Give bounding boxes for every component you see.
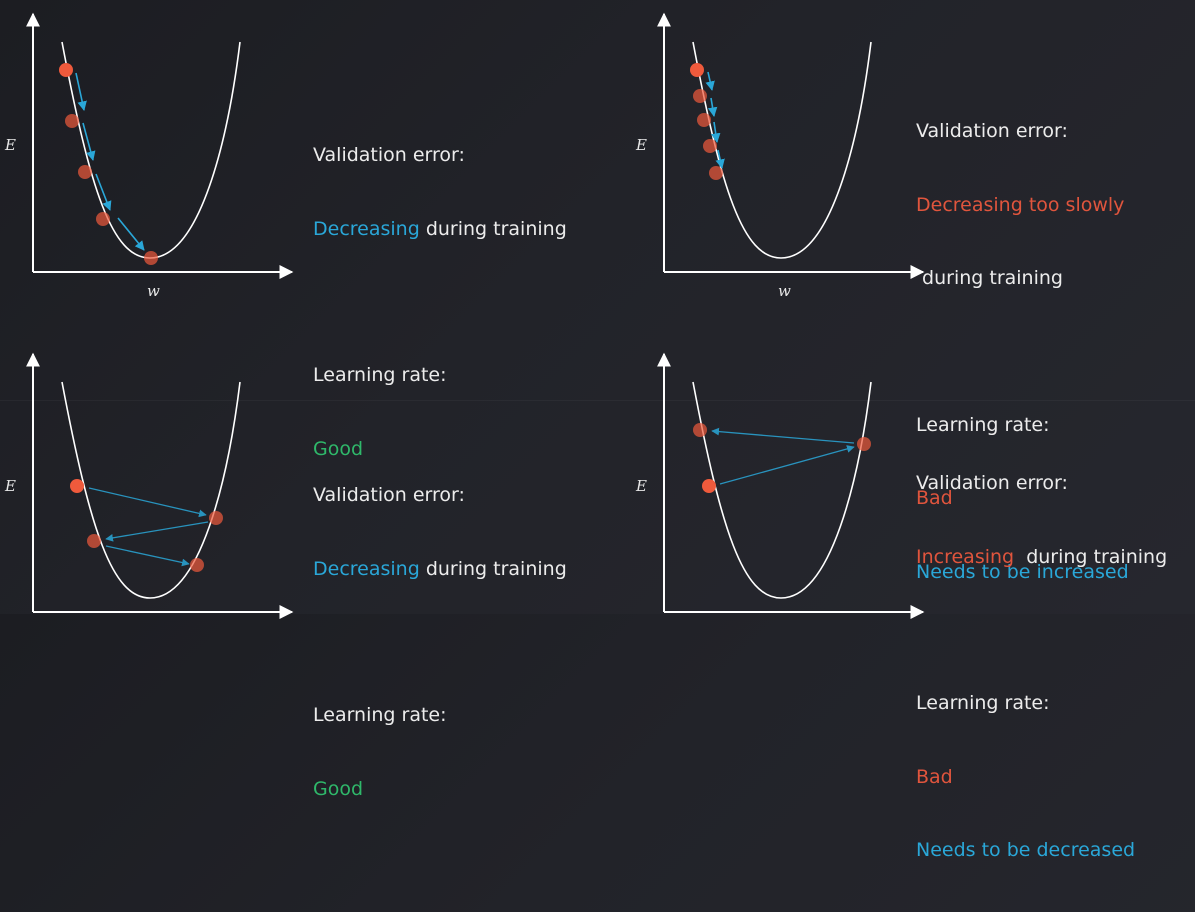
validation-line: Decreasing during training [313,557,567,582]
point [690,63,704,77]
point [96,212,110,226]
row-divider [0,400,1195,401]
point [65,114,79,128]
x-axis-label: w [147,282,160,300]
error-curve [692,41,872,259]
error-curve [61,41,241,259]
learning-heading: Learning rate: [313,704,447,726]
point [87,534,101,548]
loss-curve-diagram [26,352,294,619]
point [702,479,716,493]
weight-points [70,479,223,572]
weight-points [693,423,871,493]
validation-line: Decreasing during training [313,217,567,242]
point [697,113,711,127]
validation-status: Decreasing [313,217,420,240]
y-axis-label: E [636,136,647,154]
learning-rate-verdict: Good [313,437,364,460]
learning-rate-verdict: Bad [916,487,953,509]
gradient-steps [75,72,145,251]
validation-suffix: during training [419,217,567,240]
point [693,423,707,437]
error-curve [692,381,872,599]
validation-status: Decreasing too slowly [916,193,1125,216]
point [190,558,204,572]
validation-heading: Validation error: [916,472,1068,494]
point [59,63,73,77]
validation-status: Increasing [916,545,1015,568]
point [209,511,223,525]
weight-points [59,63,158,265]
loss-curve-diagram [657,352,925,619]
loss-curve-diagram [657,12,925,279]
learning-heading: Learning rate: [916,692,1050,714]
caption: Validation error: Decreasing during trai… [313,94,567,510]
point [78,165,92,179]
point [857,437,871,451]
learning-rate-advice: Needs to be decreased [916,839,1136,861]
learning-heading: Learning rate: [916,413,1050,436]
validation-suffix: during training [916,267,1063,289]
validation-heading: Validation error: [313,484,465,506]
y-axis-label: E [636,477,647,495]
learning-rate-verdict: Good [313,777,364,800]
point [703,139,717,153]
learning-rate-advice: Needs to be increased [916,560,1129,583]
validation-status: Decreasing [313,557,420,580]
gradient-steps [711,427,855,485]
caption: Validation error: Increasing during trai… [916,422,1167,912]
error-curve [61,381,241,599]
point [70,479,84,493]
validation-suffix: during training [1014,545,1168,568]
panel-top-right: E w Validation error: Decreasing too slo… [630,0,1195,583]
panel-bottom-right: E Validation error: Increasing during tr… [630,340,1195,861]
validation-line: Increasing during training [916,545,1167,570]
y-axis-label: E [5,477,16,495]
panel-top-left: E w Validation error: Decreasing during … [0,0,600,460]
panel-bottom-left: E Validation error: Decreasing during tr… [0,340,600,800]
point [693,89,707,103]
learning-heading: Learning rate: [313,364,447,386]
caption: Validation error: Decreasing too slowly … [916,70,1129,633]
learning-rate-verdict: Bad [916,765,953,788]
gradient-steps [88,487,209,567]
point [709,166,723,180]
loss-curve-diagram [26,12,294,279]
point [144,251,158,265]
validation-suffix: during training [419,557,567,580]
caption: Validation error: Decreasing during trai… [313,434,567,850]
validation-heading: Validation error: [313,144,465,166]
validation-heading: Validation error: [916,120,1068,142]
weight-points [690,63,723,180]
gradient-steps [705,71,725,169]
x-axis-label: w [778,282,791,300]
y-axis-label: E [5,136,16,154]
